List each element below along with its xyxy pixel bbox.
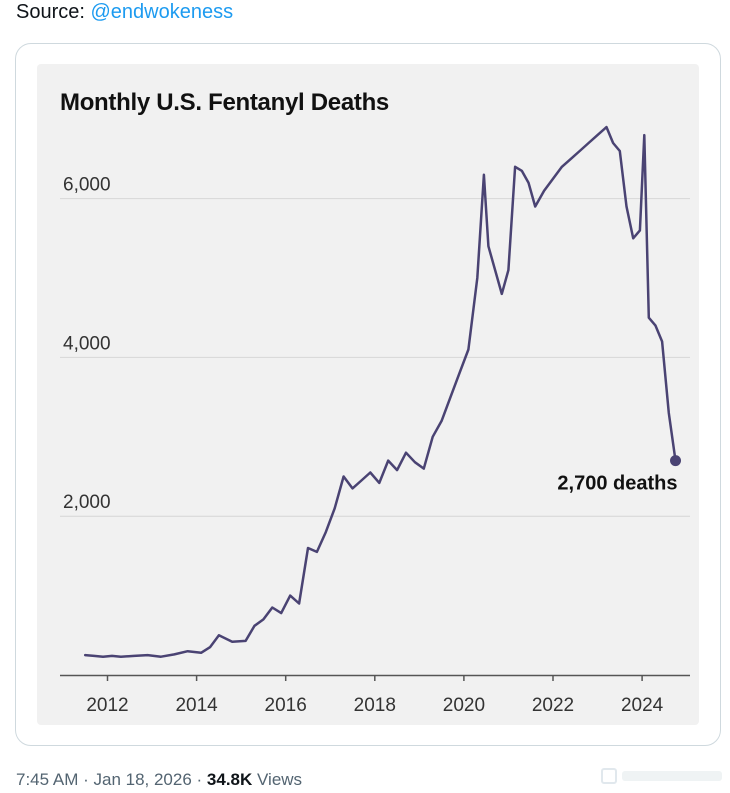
y-tick-label: 4,000 [63, 333, 111, 354]
annotation-label: 2,700 deaths [557, 473, 677, 495]
x-tick-label: 2012 [86, 695, 128, 716]
share-icon[interactable] [600, 766, 724, 786]
views-label: Views [252, 770, 303, 789]
x-tick-label: 2014 [175, 695, 218, 716]
source-prefix: Source: [16, 1, 91, 23]
chart-title: Monthly U.S. Fentanyl Deaths [60, 89, 389, 116]
x-tick-label: 2020 [443, 695, 485, 716]
source-handle-link[interactable]: @endwokeness [90, 1, 234, 23]
endpoint-marker [670, 455, 682, 467]
views-count: 34.8K [206, 770, 253, 789]
y-tick-label: 6,000 [63, 175, 111, 196]
series-line [83, 125, 677, 658]
x-tick-label: 2018 [354, 695, 396, 716]
separator: · [191, 770, 207, 789]
y-tick-label: 2,000 [63, 492, 111, 513]
tweet-date[interactable]: Jan 18, 2026 [93, 770, 192, 789]
tweet-time[interactable]: 7:45 AM [16, 770, 79, 789]
x-tick-label: 2016 [265, 695, 307, 716]
separator: · [78, 770, 94, 789]
tweet-footer: 7:45 AM · Jan 18, 2026 · 34.8K Views [16, 768, 302, 792]
chart-background [37, 64, 699, 725]
x-tick-label: 2024 [621, 695, 664, 716]
source-line: Source: @endwokeness [16, 0, 233, 24]
x-tick-label: 2022 [532, 695, 574, 716]
